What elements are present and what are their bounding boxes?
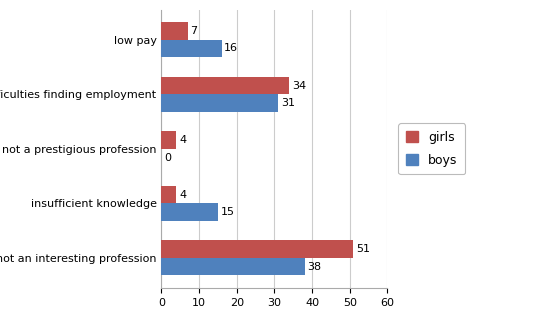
Bar bbox=[161, 94, 278, 112]
Text: 34: 34 bbox=[292, 81, 306, 91]
Bar bbox=[161, 40, 222, 57]
Bar bbox=[161, 77, 289, 94]
Bar bbox=[161, 186, 176, 203]
Text: 31: 31 bbox=[281, 98, 295, 108]
Text: 38: 38 bbox=[307, 262, 321, 272]
Text: 15: 15 bbox=[221, 207, 235, 217]
Text: 0: 0 bbox=[164, 153, 171, 163]
Text: 4: 4 bbox=[179, 135, 186, 145]
Text: 4: 4 bbox=[179, 190, 186, 200]
Legend: girls, boys: girls, boys bbox=[398, 123, 465, 174]
Text: 7: 7 bbox=[190, 26, 197, 36]
Text: 16: 16 bbox=[224, 44, 238, 53]
Bar bbox=[161, 203, 218, 221]
Text: 51: 51 bbox=[356, 244, 370, 254]
Bar bbox=[161, 22, 188, 40]
Bar bbox=[161, 240, 353, 258]
Bar bbox=[161, 258, 305, 275]
Bar bbox=[161, 131, 176, 149]
